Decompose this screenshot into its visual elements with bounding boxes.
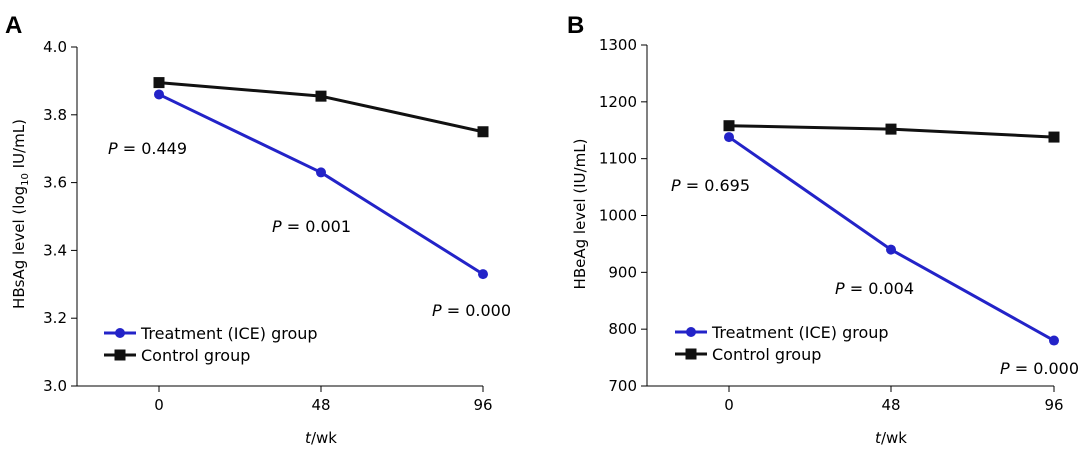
panel-b-x-axis-title-rest: /wk: [881, 429, 907, 447]
panel-b-treatment-line: [728, 135, 1055, 342]
panel-a-x-axis-title: t/wk: [305, 429, 337, 447]
panel-b-y-tick-label: 1300: [599, 36, 637, 54]
panel-b-control-point: [723, 120, 735, 132]
panel-b-legend-swatch-marker: [685, 348, 697, 360]
panel-a-control-line: [158, 81, 484, 134]
panel-a-ticks: 3.0 3.2 3.4 3.6 3.8 4.0 0 48 96: [43, 38, 492, 414]
panel-b-y-tick-label: 900: [608, 263, 637, 281]
panel-b-y-tick-label: 1200: [599, 93, 637, 111]
panel-a-legend-label: Treatment (ICE) group: [140, 324, 318, 343]
panel-b-annotations: P = 0.695 P = 0.004 P = 0.000: [671, 176, 1079, 378]
panel-a-y-tick-label: 3.8: [43, 106, 67, 124]
panel-a-x-axis-title-italic: t: [305, 429, 312, 447]
panel-b-control-point: [885, 123, 897, 135]
panel-b-legend-item-control: Control group: [675, 345, 821, 364]
panel-a-annotations: P = 0.449 P = 0.001 P = 0.000: [108, 139, 511, 320]
panel-b-y-tick-label: 1000: [599, 207, 637, 225]
panel-a-y-tick-label: 3.0: [43, 377, 67, 395]
panel-b-p-value-annotation: P = 0.695: [671, 176, 750, 195]
panel-a-legend-label: Control group: [141, 346, 250, 365]
panel-a-y-axis-title-main: HBsAg level (log: [10, 186, 28, 309]
panel-a-y-tick-label: 3.4: [43, 241, 67, 259]
panel-b-x-tick-label: 96: [1044, 396, 1063, 414]
panel-b-x-tick-label: 48: [881, 396, 900, 414]
panel-a-x-tick-label: 0: [154, 396, 164, 414]
panel-a-x-tick-label: 48: [311, 396, 330, 414]
panel-b-y-tick-label: 800: [608, 320, 637, 338]
panel-b-letter: B: [567, 12, 584, 39]
panel-b-y-tick-label: 700: [608, 377, 637, 395]
panel-a-treatment-point: [478, 269, 488, 280]
panel-a-p-value-annotation: P = 0.449: [108, 139, 187, 158]
panel-a-legend: Treatment (ICE) group Control group: [104, 324, 318, 365]
panel-a-letter: A: [5, 12, 22, 39]
panel-b-x-axis-title-italic: t: [875, 429, 882, 447]
panel-b-p-value-annotation: P = 0.004: [835, 279, 914, 298]
panel-b-treatment-point: [886, 244, 896, 255]
panel-a-control-point: [315, 90, 327, 102]
panel-a-y-tick-label: 3.2: [43, 309, 67, 327]
panel-a-control-point: [477, 126, 489, 138]
panel-b-control-point: [1048, 131, 1060, 143]
panel-a-y-axis-title-end: IU/mL): [10, 119, 28, 173]
panel-a-axes: [76, 47, 483, 387]
panel-b-legend: Treatment (ICE) group Control group: [675, 323, 889, 364]
panel-b-x-tick-label: 0: [724, 396, 734, 414]
panel-b-legend-item-treatment: Treatment (ICE) group: [675, 323, 889, 342]
panel-a-legend-item-control: Control group: [104, 346, 250, 365]
panel-a-x-axis-title-rest: /wk: [311, 429, 337, 447]
panel-b-treatment-point: [724, 132, 734, 143]
panel-a-series: [153, 77, 489, 280]
panel-a-legend-swatch-marker: [115, 328, 125, 338]
panel-a-p-value-annotation: P = 0.000: [432, 301, 511, 320]
panel-b-legend-label: Treatment (ICE) group: [711, 323, 889, 342]
panel-a-y-tick-label: 3.6: [43, 174, 67, 192]
panel-a-legend-item-treatment: Treatment (ICE) group: [104, 324, 318, 343]
panel-b-series: [723, 120, 1060, 346]
panel-b-p-value-annotation: P = 0.000: [1000, 359, 1079, 378]
panel-b-legend-swatch-marker: [686, 327, 696, 337]
panel-b-ticks: 700 800 900 1000 1100 1200 1300 0 48 96: [599, 36, 1064, 414]
panel-a-treatment-point: [316, 167, 326, 178]
panel-b-legend-label: Control group: [712, 345, 821, 364]
panel-a-control-point: [153, 77, 165, 89]
panel-a-treatment-point: [154, 89, 164, 100]
panel-a-p-value-annotation: P = 0.001: [272, 217, 351, 236]
panel-b-x-axis-title: t/wk: [875, 429, 907, 447]
panel-a-y-axis-title: HBsAg level (log10 IU/mL): [10, 119, 31, 309]
panel-b-y-axis-title: HBeAg level (IU/mL): [571, 139, 589, 290]
panel-b-treatment-point: [1049, 335, 1059, 346]
panel-b-y-tick-label: 1100: [599, 150, 637, 168]
panel-a-y-axis-title-sub: 10: [20, 173, 31, 186]
panel-a-legend-swatch-marker: [114, 349, 126, 361]
panel-b-y-axis-title-main: HBeAg level (IU/mL): [571, 139, 589, 290]
panel-a-x-tick-label: 96: [473, 396, 492, 414]
panel-b-chart: B 700 800 900 1000 1100 1200 1300 0 48 96 P = 0.6…: [567, 12, 1079, 447]
panel-a-y-tick-label: 4.0: [43, 38, 67, 56]
